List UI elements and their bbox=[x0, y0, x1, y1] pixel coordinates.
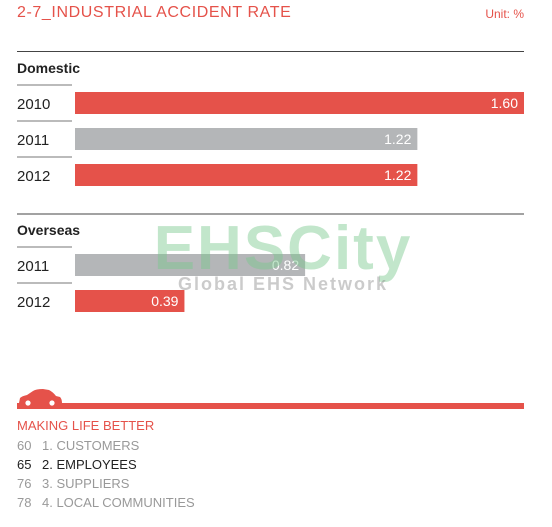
footer-item-employees[interactable]: 65 2. EMPLOYEES bbox=[17, 455, 195, 474]
footer-item-suppliers[interactable]: 76 3. SUPPLIERS bbox=[17, 474, 195, 493]
category-label: 2010 bbox=[17, 96, 50, 113]
page-title: 2-7_INDUSTRIAL ACCIDENT RATE bbox=[17, 4, 292, 21]
footer-item-customers[interactable]: 60 1. CUSTOMERS bbox=[17, 436, 195, 455]
footer-nav: 60 1. CUSTOMERS 65 2. EMPLOYEES 76 3. SUPPL… bbox=[17, 436, 195, 512]
category-label: 2011 bbox=[17, 132, 49, 149]
footer-item-page: 78 bbox=[17, 495, 32, 510]
footer-item-label: 1. CUSTOMERS bbox=[42, 438, 140, 453]
footer-item-local-communities[interactable]: 78 4. LOCAL COMMUNITIES bbox=[17, 493, 195, 512]
footer-item-page: 76 bbox=[17, 476, 32, 491]
bar-domestic-2011 bbox=[75, 128, 418, 150]
value-label: 0.82 bbox=[272, 257, 299, 273]
footer-item-label: 4. LOCAL COMMUNITIES bbox=[42, 495, 195, 510]
top-divider bbox=[17, 51, 524, 52]
car-icon bbox=[19, 389, 62, 407]
bar-domestic-2010 bbox=[75, 92, 524, 114]
footer-item-label: 2. EMPLOYEES bbox=[42, 457, 137, 472]
category-label: 2011 bbox=[17, 258, 49, 275]
category-label: 2012 bbox=[17, 168, 50, 185]
bar-domestic-2012 bbox=[75, 164, 418, 186]
unit-label: Unit: % bbox=[485, 7, 524, 21]
value-label: 1.60 bbox=[491, 95, 518, 111]
footer-bar bbox=[17, 403, 524, 409]
footer-item-label: 3. SUPPLIERS bbox=[42, 476, 130, 491]
section-label-domestic: Domestic bbox=[17, 60, 80, 76]
bar-overseas-2012 bbox=[75, 290, 185, 312]
value-label: 0.39 bbox=[151, 293, 178, 309]
value-label: 1.22 bbox=[384, 131, 411, 147]
bar-overseas-2011 bbox=[75, 254, 306, 276]
footer-item-page: 60 bbox=[17, 438, 32, 453]
section-label-overseas: Overseas bbox=[17, 222, 80, 238]
category-label: 2012 bbox=[17, 294, 50, 311]
value-label: 1.22 bbox=[384, 167, 411, 183]
footer-heading: MAKING LIFE BETTER bbox=[17, 418, 155, 433]
footer-item-page: 65 bbox=[17, 457, 32, 472]
